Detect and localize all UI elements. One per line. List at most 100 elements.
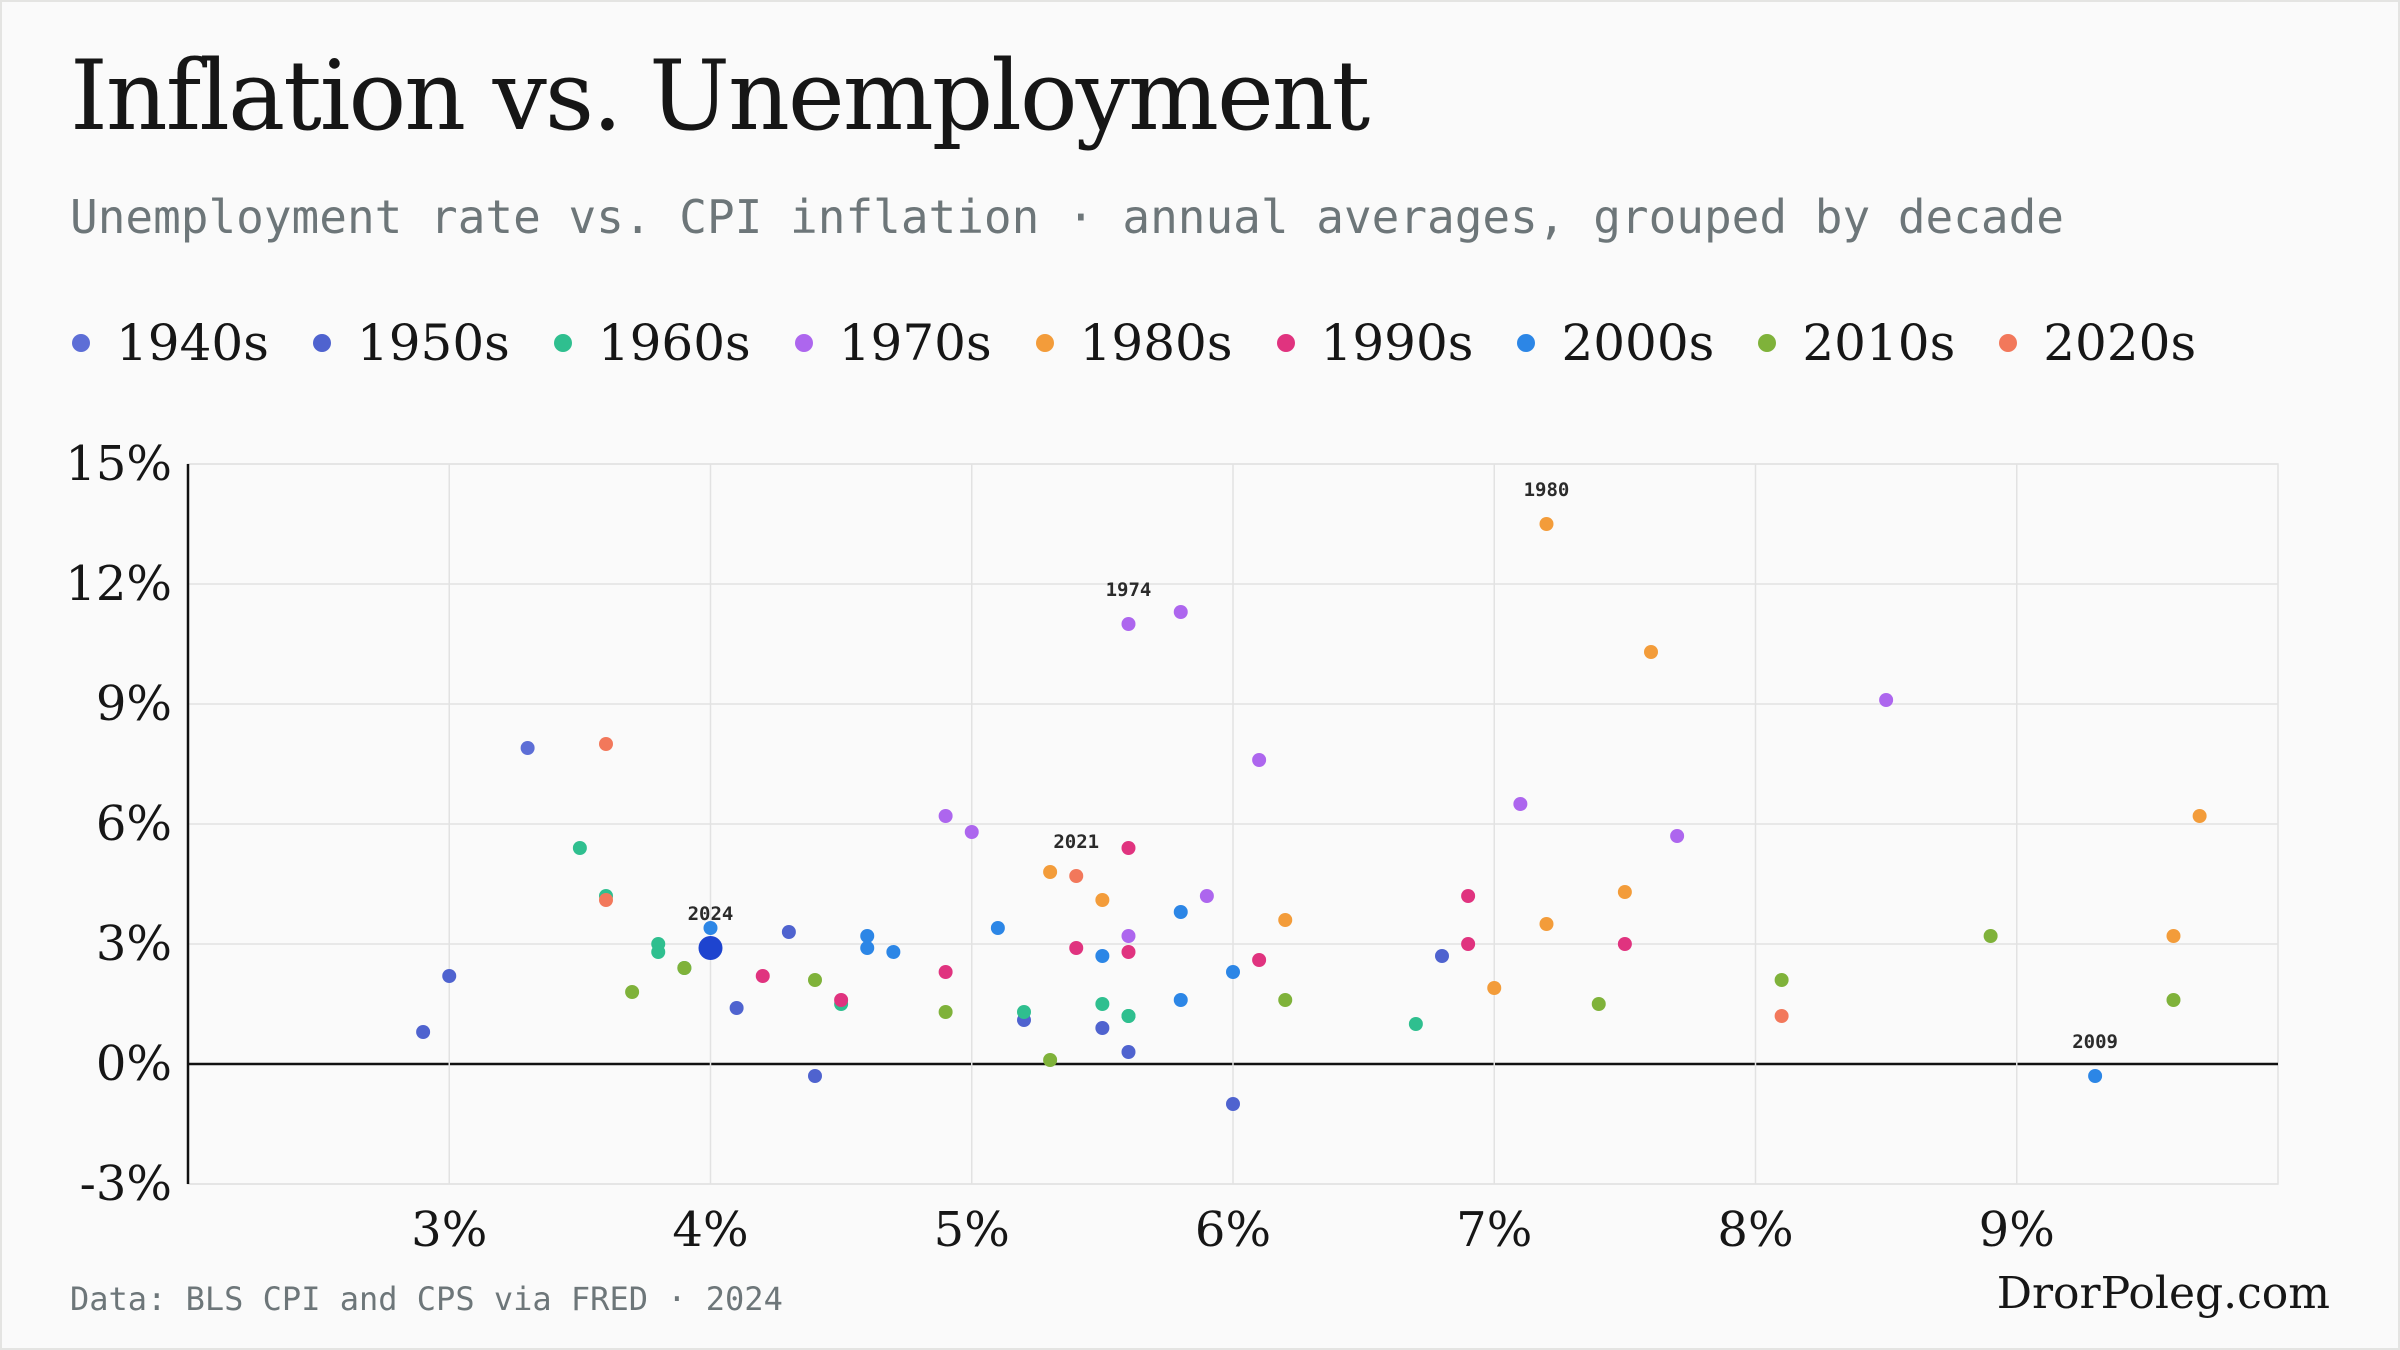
data-point-1970s	[1121, 929, 1136, 943]
data-point-1990s	[1069, 941, 1084, 955]
data-point-1970s	[938, 809, 953, 823]
data-point-1990s	[1121, 841, 1136, 855]
data-point-1950s	[1095, 1021, 1110, 1035]
legend-item-1970s: 1970s	[794, 314, 992, 372]
x-tick-label: 8%	[1717, 1202, 1793, 1258]
data-point-1960s	[1095, 997, 1110, 1011]
legend-swatch	[312, 334, 331, 352]
data-point-1980s	[2192, 809, 2207, 823]
legend-item-2000s: 2000s	[1517, 314, 1714, 372]
data-point-1970s	[1513, 797, 1528, 811]
highlight-point-2024	[698, 936, 723, 960]
data-point-1960s	[1121, 1009, 1136, 1023]
data-point-2000s	[860, 941, 875, 955]
data-point-1950s	[781, 925, 796, 939]
data-source: Data: BLS CPI and CPS via FRED · 2024	[70, 1280, 783, 1318]
data-point-2000s	[2088, 1069, 2103, 1083]
data-point-2000s	[703, 921, 718, 935]
x-tick-label: 7%	[1456, 1202, 1532, 1258]
x-tick-label: 4%	[672, 1202, 748, 1258]
legend-label: 1950s	[356, 314, 510, 372]
y-tick-label: -3%	[80, 1156, 172, 1212]
data-point-1970s	[1252, 753, 1267, 767]
data-point-2000s	[1226, 965, 1240, 979]
data-point-2010s	[808, 973, 822, 987]
y-tick-label: 15%	[65, 436, 172, 492]
data-point-1990s	[1252, 953, 1267, 967]
legend-label: 1990s	[1320, 314, 1474, 372]
data-point-1950s	[1226, 1097, 1240, 1111]
data-point-1990s	[755, 969, 770, 983]
legend-item-1960s: 1960s	[553, 314, 751, 372]
legend-swatch	[1758, 334, 1777, 352]
data-point-2010s	[2166, 993, 2181, 1007]
data-point-2010s	[1278, 993, 1293, 1007]
legend-swatch	[1035, 334, 1054, 352]
annotation-label: 2009	[2072, 1031, 2118, 1053]
x-tick-label: 3%	[411, 1202, 487, 1258]
data-point-1970s	[964, 825, 979, 839]
data-point-2010s	[677, 961, 692, 975]
data-point-1940s	[520, 741, 535, 755]
legend: 1940s 1950s 1960s 1970s 1980s 1990s 2000s 2010s…	[72, 308, 2240, 378]
data-point-2020s	[599, 737, 613, 751]
data-point-1980s	[1043, 865, 1058, 879]
data-point-1980s	[1617, 885, 1632, 899]
y-tick-label: 3%	[96, 916, 172, 972]
data-point-1950s	[442, 969, 457, 983]
data-point-1970s	[1199, 889, 1214, 903]
data-point-2010s	[1591, 997, 1606, 1011]
annotation-label: 2021	[1053, 831, 1099, 853]
data-point-1950s	[416, 1025, 431, 1039]
legend-item-1980s: 1980s	[1035, 314, 1233, 372]
data-point-2010s	[625, 985, 640, 999]
data-point-1990s	[834, 993, 849, 1007]
legend-label: 2000s	[1561, 314, 1715, 372]
data-point-1990s	[938, 965, 953, 979]
data-point-1980s	[1644, 645, 1658, 659]
x-tick-label: 5%	[934, 1202, 1010, 1258]
data-point-1980s	[1278, 913, 1293, 927]
data-point-1950s	[808, 1069, 822, 1083]
y-tick-label: 6%	[96, 796, 172, 852]
data-point-2020s	[599, 893, 613, 907]
data-point-2000s	[860, 929, 875, 943]
legend-label: 2020s	[2043, 314, 2197, 372]
data-point-2020s	[1774, 1009, 1789, 1023]
data-point-1980s	[1539, 917, 1554, 931]
legend-swatch	[1276, 334, 1295, 352]
data-point-1980s	[2166, 929, 2181, 943]
data-point-1960s	[1408, 1017, 1423, 1031]
legend-swatch	[1517, 334, 1536, 352]
legend-swatch	[1999, 334, 2018, 352]
legend-label: 1980s	[1079, 314, 1233, 372]
legend-swatch	[794, 334, 813, 352]
data-point-2000s	[1173, 905, 1188, 919]
data-point-2010s	[1774, 973, 1789, 987]
legend-item-2020s: 2020s	[1999, 314, 2196, 372]
data-point-2000s	[1095, 949, 1110, 963]
data-point-1960s	[651, 945, 666, 959]
annotation-label: 1974	[1106, 579, 1152, 601]
data-point-1970s	[1173, 605, 1188, 619]
legend-swatch	[72, 334, 90, 352]
legend-label: 1970s	[838, 314, 992, 372]
annotation-label: 2024	[688, 903, 734, 925]
x-tick-label: 9%	[1979, 1202, 2055, 1258]
data-point-2010s	[1043, 1053, 1058, 1067]
data-point-2020s	[1069, 869, 1084, 883]
data-point-2010s	[938, 1005, 953, 1019]
legend-label: 1960s	[597, 314, 751, 372]
legend-item-1990s: 1990s	[1276, 314, 1474, 372]
legend-item-1950s: 1950s	[312, 314, 510, 372]
data-point-1990s	[1461, 889, 1476, 903]
y-tick-label: 0%	[96, 1036, 172, 1092]
data-point-1970s	[1121, 617, 1136, 631]
legend-item-2010s: 2010s	[1758, 314, 1955, 372]
x-tick-label: 6%	[1195, 1202, 1271, 1258]
data-point-2010s	[1983, 929, 1998, 943]
legend-label: 2010s	[1802, 314, 1956, 372]
chart-title: Inflation vs. Unemployment	[70, 40, 1370, 152]
data-point-1990s	[1461, 937, 1476, 951]
